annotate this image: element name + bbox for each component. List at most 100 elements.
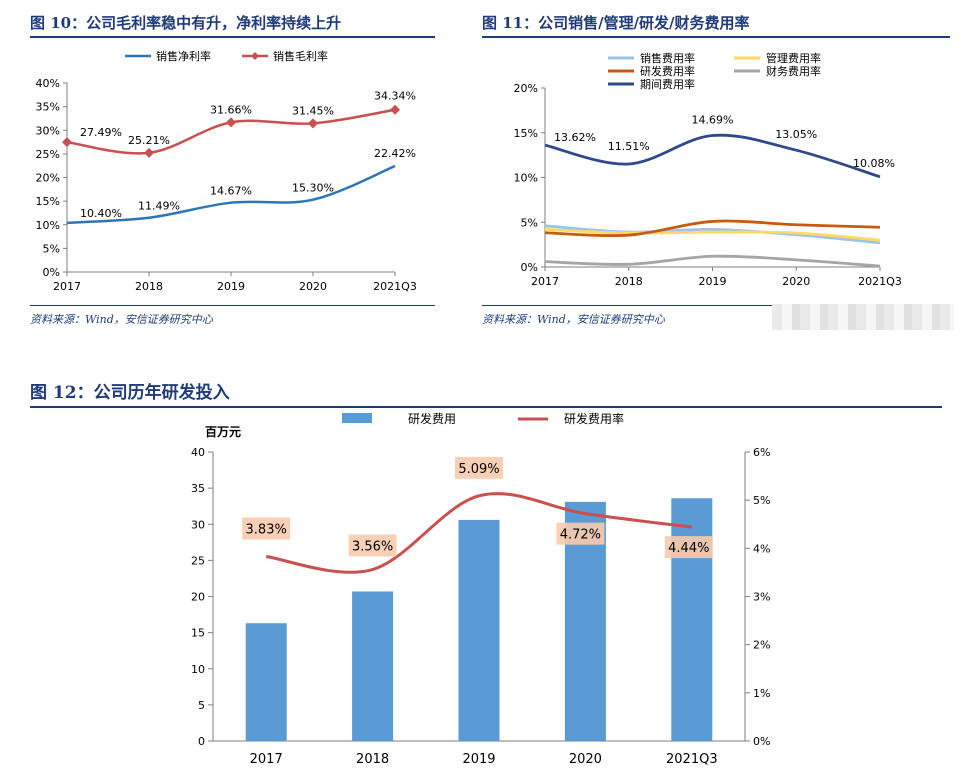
fig12-bar bbox=[671, 498, 713, 741]
fig11-legend-label: 销售费用率 bbox=[640, 51, 695, 65]
fig12-data-label-box bbox=[455, 456, 503, 479]
fig10-source: 资料来源：Wind，安信证券研究中心 bbox=[30, 313, 213, 326]
fig10-y-tick-label: 25% bbox=[36, 148, 60, 161]
fig10-x-tick-label: 2019 bbox=[217, 280, 245, 293]
fig10-bottom-rule bbox=[30, 305, 435, 306]
fig10-legend-marker bbox=[251, 52, 259, 60]
fig11-x-tick-label: 2017 bbox=[531, 275, 559, 288]
fig11-legend-label: 管理费用率 bbox=[766, 51, 821, 65]
fig11-legend-label: 研发费用率 bbox=[640, 64, 695, 78]
fig11-series-line bbox=[544, 219, 881, 238]
fig10-data-label: 14.67% bbox=[210, 185, 252, 198]
fig10-point-marker bbox=[308, 118, 318, 129]
fig10-y-tick-label: 15% bbox=[36, 195, 60, 208]
fig12-data-label-box bbox=[348, 534, 397, 557]
fig12-data-label: 3.83% bbox=[246, 523, 287, 538]
fig11-data-label: 13.62% bbox=[554, 131, 596, 144]
fig12-y-tick-label: 25 bbox=[191, 554, 205, 567]
fig11-series-line bbox=[544, 254, 881, 268]
fig11-data-label: 13.05% bbox=[775, 128, 817, 141]
fig11-title: 图 11：公司销售/管理/研发/财务费用率 bbox=[482, 14, 750, 32]
fig12-legend-bar-swatch bbox=[342, 413, 372, 423]
fig12-data-label-box bbox=[664, 536, 713, 559]
fig12-title: 图 12：公司历年研发投入 bbox=[30, 383, 230, 403]
fig11-y-tick-label: 5% bbox=[521, 216, 538, 229]
fig10-x-tick-label: 2021Q3 bbox=[373, 280, 417, 293]
fig10-point-marker bbox=[144, 147, 154, 158]
fig12-bar bbox=[245, 623, 287, 741]
fig12-data-label: 4.72% bbox=[560, 528, 601, 543]
fig12-y-tick-label: 40 bbox=[191, 446, 205, 459]
fig12-legend-bar-label: 研发费用 bbox=[408, 411, 456, 426]
fig12-right-y-tick-label: 6% bbox=[753, 446, 770, 459]
fig10-y-tick-label: 35% bbox=[36, 101, 60, 114]
fig10-title: 图 10：公司毛利率稳中有升，净利率持续上升 bbox=[30, 14, 342, 32]
fig12-rate-line bbox=[265, 492, 692, 574]
fig10-series-line bbox=[66, 164, 396, 225]
fig11-y-tick-label: 20% bbox=[514, 82, 538, 95]
fig12-bar bbox=[352, 591, 394, 741]
fig10-y-tick-label: 30% bbox=[36, 124, 60, 137]
fig11-y-tick-label: 10% bbox=[514, 172, 538, 185]
fig12-y-tick-label: 0 bbox=[198, 735, 205, 748]
fig12-right-y-tick-label: 0% bbox=[753, 735, 770, 748]
fig11-bottom-rule bbox=[482, 305, 772, 306]
fig10-y-tick-label: 5% bbox=[43, 242, 60, 255]
fig10-x-tick-label: 2020 bbox=[299, 280, 327, 293]
fig12-x-tick-label: 2019 bbox=[462, 752, 495, 767]
fig12-data-label-box bbox=[556, 522, 605, 545]
fig10-data-label: 27.49% bbox=[80, 126, 122, 139]
fig10-legend-label: 销售净利率 bbox=[156, 49, 211, 63]
fig12-top-rule bbox=[30, 406, 942, 408]
fig12-right-y-tick-label: 1% bbox=[753, 687, 770, 700]
fig11-legend-label: 财务费用率 bbox=[766, 64, 821, 78]
fig11-y-tick-label: 0% bbox=[521, 261, 538, 274]
fig10-top-rule bbox=[30, 36, 435, 38]
fig12-y-tick-label: 15 bbox=[191, 627, 205, 640]
fig12-data-label: 5.09% bbox=[458, 462, 499, 477]
fig12-x-tick-label: 2021Q3 bbox=[666, 752, 718, 767]
fig10-point-marker bbox=[390, 104, 400, 115]
fig12-right-y-tick-label: 3% bbox=[753, 591, 770, 604]
fig12-y-tick-label: 10 bbox=[191, 663, 205, 676]
fig12-data-label: 4.44% bbox=[668, 541, 709, 556]
fig10-data-label: 22.42% bbox=[374, 147, 416, 160]
fig11-series-line bbox=[544, 228, 881, 242]
fig11-data-label: 11.51% bbox=[608, 140, 650, 153]
fig10-y-tick-label: 0% bbox=[43, 266, 60, 279]
fig10-data-label: 34.34% bbox=[374, 90, 416, 103]
fig12-right-y-tick-label: 4% bbox=[753, 542, 770, 555]
fig11-data-label: 14.69% bbox=[692, 114, 734, 127]
fig11-series-line bbox=[544, 224, 881, 245]
fig11-legend-label: 期间费用率 bbox=[640, 77, 695, 91]
fig12-right-y-tick-label: 5% bbox=[753, 494, 770, 507]
fig10-point-marker bbox=[62, 137, 72, 148]
fig12-bar bbox=[458, 519, 500, 741]
fig10-x-tick-label: 2018 bbox=[135, 280, 163, 293]
fig11-y-tick-label: 15% bbox=[514, 127, 538, 140]
fig12-data-label-box bbox=[242, 517, 291, 540]
fig10-data-label: 10.40% bbox=[80, 207, 122, 220]
fig10-y-tick-label: 40% bbox=[36, 77, 60, 90]
fig12-y-tick-label: 35 bbox=[191, 482, 205, 495]
fig10-data-label: 25.21% bbox=[128, 134, 170, 147]
fig11-series-line bbox=[544, 133, 881, 179]
fig11-top-rule bbox=[482, 36, 950, 38]
fig11-source: 资料来源：Wind，安信证券研究中心 bbox=[482, 313, 665, 326]
fig11-x-tick-label: 2019 bbox=[699, 275, 727, 288]
fig11-x-tick-label: 2021Q3 bbox=[858, 275, 902, 288]
fig12-legend-line-label: 研发费用率 bbox=[564, 411, 624, 426]
fig12-x-tick-label: 2018 bbox=[356, 752, 389, 767]
fig10-data-label: 31.66% bbox=[210, 103, 252, 116]
fig10-data-label: 15.30% bbox=[292, 182, 334, 195]
fig12-y-axis-unit: 百万元 bbox=[205, 425, 241, 439]
fig10-data-label: 11.49% bbox=[138, 200, 180, 213]
fig12-y-tick-label: 5 bbox=[198, 699, 205, 712]
fig12-right-y-tick-label: 2% bbox=[753, 639, 770, 652]
fig12-y-tick-label: 30 bbox=[191, 518, 205, 531]
fig11-x-tick-label: 2020 bbox=[782, 275, 810, 288]
fig12-data-label: 3.56% bbox=[352, 540, 393, 555]
